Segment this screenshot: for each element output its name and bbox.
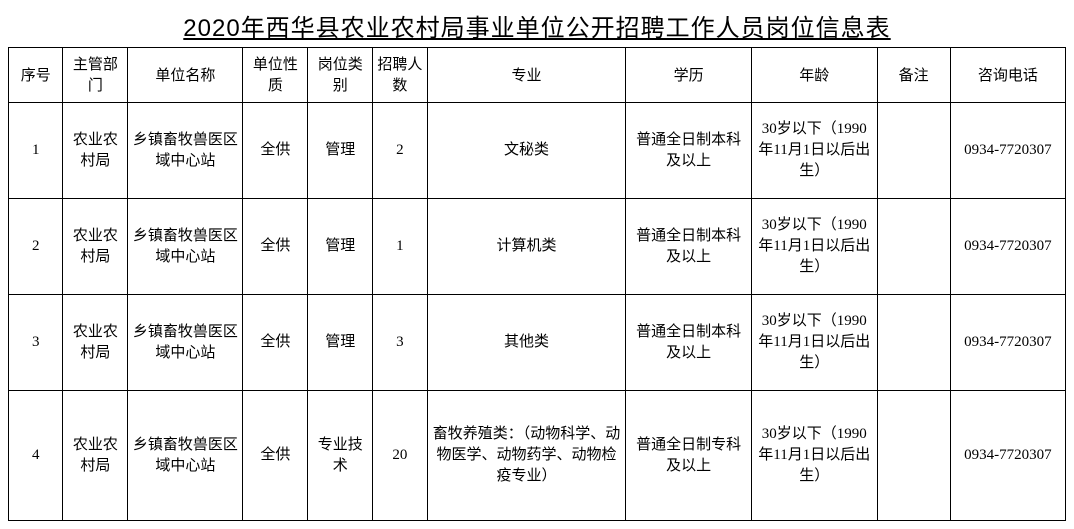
table-row: 2 农业农村局 乡镇畜牧兽医区域中心站 全供 管理 1 计算机类 普通全日制本科… — [9, 199, 1066, 295]
cell-major: 其他类 — [427, 295, 626, 391]
cell-cat: 专业技术 — [308, 391, 373, 521]
cell-remark — [877, 295, 950, 391]
cell-dept: 农业农村局 — [63, 199, 128, 295]
page-title: 2020年西华县农业农村局事业单位公开招聘工作人员岗位信息表 — [8, 8, 1066, 47]
table-row: 3 农业农村局 乡镇畜牧兽医区域中心站 全供 管理 3 其他类 普通全日制本科及… — [9, 295, 1066, 391]
cell-nature: 全供 — [243, 103, 308, 199]
cell-seq: 4 — [9, 391, 63, 521]
cell-unit: 乡镇畜牧兽医区域中心站 — [128, 295, 243, 391]
cell-count: 3 — [373, 295, 427, 391]
cell-edu: 普通全日制本科及以上 — [626, 103, 752, 199]
cell-phone: 0934-7720307 — [950, 391, 1065, 521]
cell-cat: 管理 — [308, 295, 373, 391]
cell-major: 畜牧养殖类：（动物科学、动物医学、动物药学、动物检疫专业） — [427, 391, 626, 521]
cell-major: 计算机类 — [427, 199, 626, 295]
col-header-phone: 咨询电话 — [950, 48, 1065, 103]
cell-seq: 2 — [9, 199, 63, 295]
cell-dept: 农业农村局 — [63, 103, 128, 199]
cell-phone: 0934-7720307 — [950, 295, 1065, 391]
cell-unit: 乡镇畜牧兽医区域中心站 — [128, 103, 243, 199]
cell-age: 30岁以下（1990年11月1日以后出生） — [751, 295, 877, 391]
cell-count: 1 — [373, 199, 427, 295]
col-header-seq: 序号 — [9, 48, 63, 103]
cell-count: 2 — [373, 103, 427, 199]
table-row: 1 农业农村局 乡镇畜牧兽医区域中心站 全供 管理 2 文秘类 普通全日制本科及… — [9, 103, 1066, 199]
col-header-remark: 备注 — [877, 48, 950, 103]
col-header-nature: 单位性质 — [243, 48, 308, 103]
cell-edu: 普通全日制本科及以上 — [626, 199, 752, 295]
col-header-unit: 单位名称 — [128, 48, 243, 103]
recruitment-table: 序号 主管部门 单位名称 单位性质 岗位类别 招聘人数 专业 学历 年龄 备注 … — [8, 47, 1066, 521]
cell-unit: 乡镇畜牧兽医区域中心站 — [128, 391, 243, 521]
cell-edu: 普通全日制本科及以上 — [626, 295, 752, 391]
cell-cat: 管理 — [308, 103, 373, 199]
col-header-edu: 学历 — [626, 48, 752, 103]
cell-seq: 3 — [9, 295, 63, 391]
cell-remark — [877, 103, 950, 199]
cell-unit: 乡镇畜牧兽医区域中心站 — [128, 199, 243, 295]
cell-nature: 全供 — [243, 199, 308, 295]
col-header-dept: 主管部门 — [63, 48, 128, 103]
cell-phone: 0934-7720307 — [950, 199, 1065, 295]
cell-dept: 农业农村局 — [63, 295, 128, 391]
cell-phone: 0934-7720307 — [950, 103, 1065, 199]
col-header-age: 年龄 — [751, 48, 877, 103]
table-row: 4 农业农村局 乡镇畜牧兽医区域中心站 全供 专业技术 20 畜牧养殖类：（动物… — [9, 391, 1066, 521]
cell-dept: 农业农村局 — [63, 391, 128, 521]
cell-nature: 全供 — [243, 295, 308, 391]
cell-age: 30岁以下（1990年11月1日以后出生） — [751, 199, 877, 295]
cell-count: 20 — [373, 391, 427, 521]
document-container: 2020年西华县农业农村局事业单位公开招聘工作人员岗位信息表 序号 主管部门 单… — [8, 8, 1066, 521]
table-header-row: 序号 主管部门 单位名称 单位性质 岗位类别 招聘人数 专业 学历 年龄 备注 … — [9, 48, 1066, 103]
cell-cat: 管理 — [308, 199, 373, 295]
cell-major: 文秘类 — [427, 103, 626, 199]
cell-remark — [877, 391, 950, 521]
cell-age: 30岁以下（1990年11月1日以后出生） — [751, 103, 877, 199]
col-header-major: 专业 — [427, 48, 626, 103]
cell-edu: 普通全日制专科及以上 — [626, 391, 752, 521]
cell-nature: 全供 — [243, 391, 308, 521]
col-header-cat: 岗位类别 — [308, 48, 373, 103]
cell-remark — [877, 199, 950, 295]
cell-seq: 1 — [9, 103, 63, 199]
cell-age: 30岁以下（1990年11月1日以后出生） — [751, 391, 877, 521]
col-header-count: 招聘人数 — [373, 48, 427, 103]
